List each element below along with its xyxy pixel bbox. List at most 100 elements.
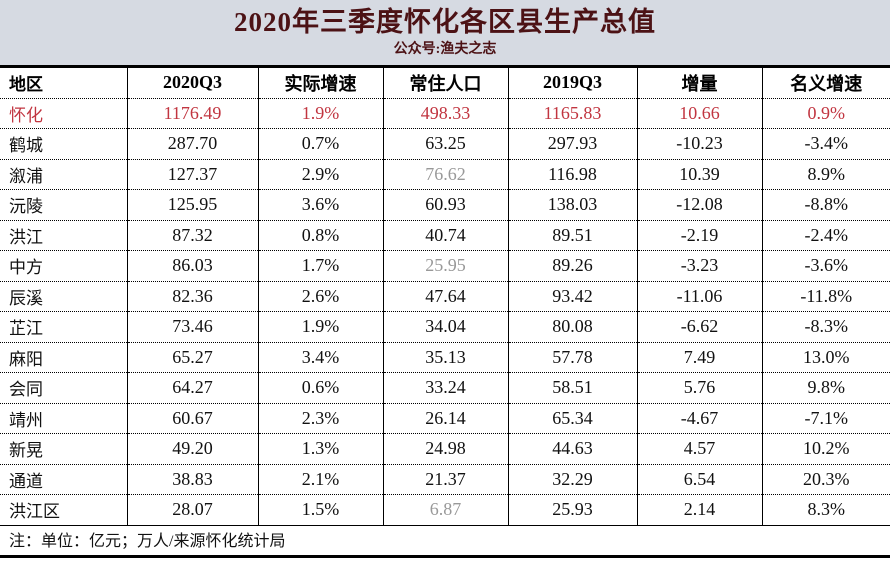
value-cell: 60.67 [126,403,258,434]
table-row: 溆浦 127.37 2.9% 76.62 116.98 10.39 8.9% [0,159,890,190]
value-cell: 127.37 [126,159,258,190]
value-cell: 9.8% [761,372,890,404]
table-row: 会同 64.27 0.6% 33.24 58.51 5.76 9.8% [0,372,890,404]
value-cell: 86.03 [126,250,258,282]
value-cell: -8.8% [761,189,890,221]
value-cell: -11.06 [636,281,762,312]
value-cell: 34.04 [382,311,508,343]
value-cell: 2.3% [257,403,383,434]
value-cell: -4.67 [636,403,762,434]
value-cell: 40.74 [382,220,508,251]
value-cell: 82.36 [126,281,258,312]
value-cell: 0.8% [257,220,383,251]
region-cell: 辰溪 [0,281,127,312]
table-row: 通道 38.83 2.1% 21.37 32.29 6.54 20.3% [0,464,890,495]
value-cell: 498.33 [382,98,508,129]
region-cell: 鹤城 [0,128,127,160]
column-header: 2020Q3 [126,66,258,99]
value-cell: 63.25 [382,128,508,160]
value-cell: -6.62 [636,311,762,343]
value-cell: -10.23 [636,128,762,160]
region-cell: 中方 [0,250,127,282]
value-cell: -3.23 [636,250,762,282]
value-cell: 2.1% [257,464,383,495]
value-cell: 0.6% [257,372,383,404]
footnote: 注：单位：亿元；万人/来源怀化统计局 [0,526,890,558]
value-cell: 1.9% [257,98,383,129]
value-cell: 21.37 [382,464,508,495]
table-row: 靖州 60.67 2.3% 26.14 65.34 -4.67 -7.1% [0,403,890,434]
region-cell: 通道 [0,464,127,495]
region-cell: 沅陵 [0,189,127,221]
value-cell: 28.07 [126,494,258,526]
value-cell: 65.27 [126,342,258,373]
value-cell: 64.27 [126,372,258,404]
table-row: 麻阳 65.27 3.4% 35.13 57.78 7.49 13.0% [0,342,890,373]
region-cell: 靖州 [0,403,127,434]
value-cell: -11.8% [761,281,890,312]
gdp-table: 地区 2020Q3 实际增速 常住人口 2019Q3 增量 名义增速 怀化 1176.49 1.… [0,65,890,526]
region-cell: 麻阳 [0,342,127,373]
value-cell: 25.93 [507,494,637,526]
page-subtitle: 公众号:渔夫之志 [393,42,497,57]
value-cell: -8.3% [761,311,890,343]
header-row: 地区 2020Q3 实际增速 常住人口 2019Q3 增量 名义增速 [0,66,890,99]
value-cell: 1.5% [257,494,383,526]
table-row: 新晃 49.20 1.3% 24.98 44.63 4.57 10.2% [0,433,890,465]
value-cell: 47.64 [382,281,508,312]
value-cell: 3.6% [257,189,383,221]
value-cell: 0.9% [761,98,890,129]
value-cell: 38.83 [126,464,258,495]
value-cell: 1165.83 [507,98,637,129]
region-cell: 新晃 [0,433,127,465]
column-header: 增量 [636,66,762,99]
value-cell: 2.9% [257,159,383,190]
value-cell: -3.4% [761,128,890,160]
value-cell: -12.08 [636,189,762,221]
table-row: 鹤城 287.70 0.7% 63.25 297.93 -10.23 -3.4% [0,128,890,160]
region-cell: 芷江 [0,311,127,343]
table-row: 辰溪 82.36 2.6% 47.64 93.42 -11.06 -11.8% [0,281,890,312]
value-cell: 76.62 [382,159,508,190]
value-cell: -2.19 [636,220,762,251]
value-cell: 49.20 [126,433,258,465]
table-row: 沅陵 125.95 3.6% 60.93 138.03 -12.08 -8.8% [0,189,890,221]
value-cell: -3.6% [761,250,890,282]
value-cell: 25.95 [382,250,508,282]
table-row: 中方 86.03 1.7% 25.95 89.26 -3.23 -3.6% [0,250,890,282]
value-cell: 7.49 [636,342,762,373]
value-cell: -2.4% [761,220,890,251]
value-cell: 1.9% [257,311,383,343]
value-cell: 116.98 [507,159,637,190]
value-cell: 93.42 [507,281,637,312]
value-cell: 80.08 [507,311,637,343]
value-cell: 2.14 [636,494,762,526]
value-cell: 35.13 [382,342,508,373]
value-cell: 20.3% [761,464,890,495]
value-cell: 138.03 [507,189,637,221]
title-band: 2020年三季度怀化各区县生产总值 公众号:渔夫之志 [0,0,890,65]
page-title: 2020年三季度怀化各区县生产总值 [234,7,656,37]
value-cell: 58.51 [507,372,637,404]
region-cell: 洪江 [0,220,127,251]
value-cell: 3.4% [257,342,383,373]
value-cell: -7.1% [761,403,890,434]
value-cell: 60.93 [382,189,508,221]
value-cell: 287.70 [126,128,258,160]
value-cell: 57.78 [507,342,637,373]
value-cell: 5.76 [636,372,762,404]
value-cell: 33.24 [382,372,508,404]
column-header: 名义增速 [761,66,890,99]
value-cell: 10.2% [761,433,890,465]
table-row: 芷江 73.46 1.9% 34.04 80.08 -6.62 -8.3% [0,311,890,343]
column-header: 2019Q3 [507,66,637,99]
column-header: 地区 [0,66,127,99]
table-row: 怀化 1176.49 1.9% 498.33 1165.83 10.66 0.9% [0,98,890,129]
value-cell: 32.29 [507,464,637,495]
value-cell: 89.51 [507,220,637,251]
region-cell: 洪江区 [0,494,127,526]
value-cell: 4.57 [636,433,762,465]
value-cell: 73.46 [126,311,258,343]
value-cell: 297.93 [507,128,637,160]
value-cell: 6.54 [636,464,762,495]
